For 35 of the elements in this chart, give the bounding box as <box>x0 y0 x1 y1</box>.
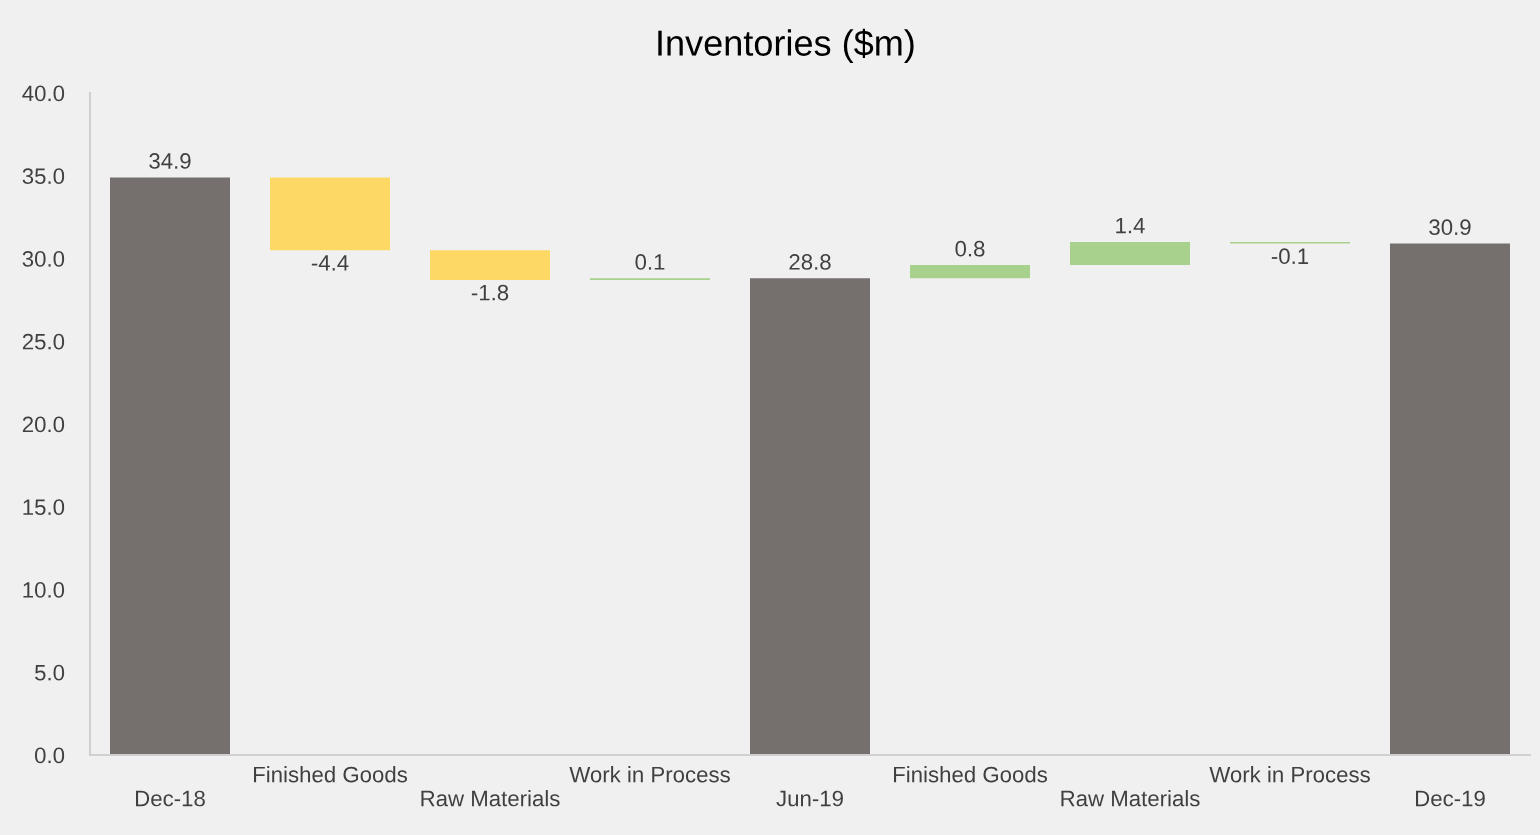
data-label: -4.4 <box>311 255 349 271</box>
x-tick-label: Raw Materials <box>421 790 560 807</box>
y-tick-label: 10.0 <box>23 582 65 598</box>
y-tick-label: 20.0 <box>22 416 65 433</box>
x-tick-label: Jun-19 <box>776 790 843 807</box>
bar <box>110 177 230 755</box>
data-label: 28.8 <box>789 254 831 270</box>
x-tick-label: Dec-19 <box>1416 790 1485 807</box>
bar <box>910 265 1030 279</box>
y-tick-label: 0.0 <box>34 747 65 764</box>
data-label: -0.1 <box>1271 248 1309 265</box>
x-tick-label: Dec-18 <box>136 790 205 807</box>
bar <box>750 278 870 755</box>
x-tick-label: Work in Process <box>1209 766 1370 783</box>
data-label: 0.8 <box>955 240 985 257</box>
y-tick-label: 35.0 <box>22 168 65 185</box>
bar <box>430 250 550 281</box>
y-tick-label: 15.0 <box>23 499 65 516</box>
data-label: 1.4 <box>1116 217 1145 234</box>
bar <box>1070 241 1190 266</box>
data-label: 30.9 <box>1429 219 1471 236</box>
data-label: -1.8 <box>471 284 509 301</box>
x-tick-label: Finished Goods <box>894 766 1048 783</box>
x-tick-label: Finished Goods <box>254 766 408 783</box>
y-tick-label: 40.0 <box>22 85 65 102</box>
bar <box>270 177 390 251</box>
data-label: 0.1 <box>635 254 665 270</box>
y-tick-label: 5.0 <box>35 664 65 681</box>
chart-title: Inventories ($m) <box>658 28 914 64</box>
x-tick-label: Raw Materials <box>1061 790 1200 807</box>
y-tick-label: 25.0 <box>22 333 65 350</box>
x-tick-label: Work in Process <box>569 766 730 783</box>
data-label: 34.9 <box>149 153 191 169</box>
y-tick-label: 30.0 <box>22 251 65 267</box>
bar <box>1390 243 1510 755</box>
